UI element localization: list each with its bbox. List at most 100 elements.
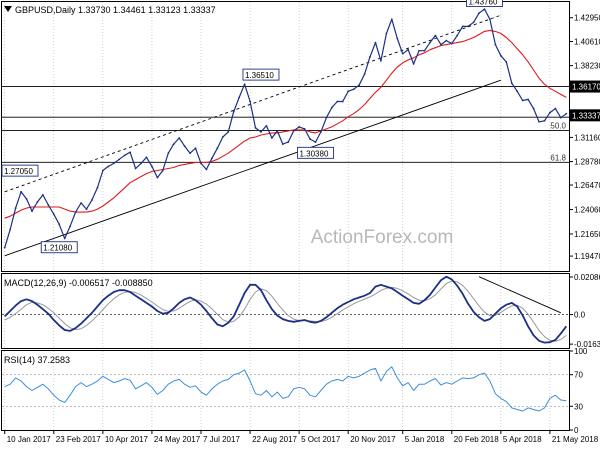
price-point [439, 43, 442, 46]
price-point [445, 39, 448, 42]
price-point [36, 201, 39, 203]
price-y-tick-label: 1.28780 [574, 158, 600, 167]
price-point [461, 25, 464, 28]
macd-y-tick-label: -0.016357 [574, 340, 600, 349]
price-point [325, 116, 328, 119]
price-y-tick-label: 1.31160 [574, 133, 600, 142]
macd-y-tick-label: 0.020861 [574, 273, 600, 282]
lower-trendline [4, 79, 502, 257]
price-point [249, 100, 251, 103]
price-point [358, 84, 361, 87]
price-point [156, 176, 159, 179]
price-annotation-label: 1.43760 [468, 0, 497, 7]
price-point [314, 141, 317, 143]
x-tick-label: 20 Feb 2018 [454, 435, 499, 444]
price-point [20, 190, 22, 193]
price-annotation-box [466, 0, 503, 7]
price-point [532, 107, 535, 110]
price-point [85, 208, 88, 210]
price-point [14, 207, 17, 209]
current-price-tag [570, 109, 600, 122]
price-point [336, 100, 339, 103]
x-tick-label: 5 Apr 2018 [503, 435, 542, 444]
x-tick-label: 10 Jan 2017 [7, 435, 52, 444]
macd-title: MACD(12,26,9) -0.006517 -0.008850 [4, 278, 153, 288]
price-point [407, 48, 410, 51]
x-tick-label: 21 May 2018 [552, 435, 599, 444]
price-point [369, 55, 371, 58]
price-point [554, 107, 557, 110]
price-point [178, 137, 181, 139]
price-point [161, 169, 164, 172]
x-tick-label: 23 Feb 2017 [56, 435, 101, 444]
price-point [69, 225, 72, 228]
price-point [151, 165, 153, 168]
price-point [243, 83, 246, 86]
price-point [505, 60, 508, 63]
price-point [172, 143, 175, 146]
price-point [189, 152, 191, 155]
price-point [298, 125, 301, 128]
price-y-tick-label: 1.26470 [574, 181, 600, 190]
price-point [118, 158, 121, 161]
price-y-tick-label: 1.42950 [574, 14, 600, 23]
price-point [276, 130, 279, 132]
price-point [101, 169, 104, 172]
price-point [3, 246, 6, 249]
price-point [123, 154, 126, 157]
price-point [194, 147, 197, 150]
price-point [494, 43, 497, 46]
price-y-tick-label: 1.21650 [574, 230, 600, 239]
price-point [216, 147, 219, 150]
price-point [254, 126, 257, 129]
price-annotation-label: 1.27050 [4, 167, 33, 176]
fib-level-label: 61.8 [550, 153, 566, 162]
price-point [516, 90, 519, 93]
macd-panel-frame [1, 273, 570, 349]
line-layer [3, 8, 568, 412]
price-point [47, 204, 50, 206]
price-annotation-label: 1.21080 [43, 244, 72, 253]
upper-channel-line [4, 14, 502, 193]
price-point [380, 59, 382, 62]
rsi-panel-frame [1, 350, 570, 431]
rsi-y-tick-label: 0 [574, 426, 579, 435]
x-tick-label: 5 Jan 2018 [405, 435, 445, 444]
price-point [292, 130, 295, 132]
price-point [25, 198, 28, 200]
price-point [134, 167, 137, 170]
price-point [559, 116, 562, 119]
price-point [543, 119, 546, 122]
price-point [145, 156, 148, 159]
title-group: GBPUSD,Daily 1.33730 1.34461 1.33123 1.3… [4, 5, 216, 15]
chart-title: GBPUSD,Daily 1.33730 1.34461 1.33123 1.3… [15, 5, 216, 15]
price-point [270, 137, 273, 139]
price-point [423, 49, 426, 52]
price-point [363, 73, 366, 75]
x-tick-label: 22 Aug 2017 [252, 435, 297, 444]
price-point [303, 127, 306, 130]
price-point [320, 131, 322, 133]
price-point [456, 34, 459, 37]
price-point [549, 111, 551, 114]
price-annotation-label: 1.36510 [245, 71, 274, 80]
price-point [385, 32, 388, 35]
price-point [167, 152, 170, 155]
rsi-y-tick-label: 30 [574, 402, 583, 411]
price-point [221, 136, 224, 138]
current-price-tag [570, 80, 600, 93]
price-point [396, 37, 399, 40]
rsi-y-tick-label: 100 [574, 347, 588, 356]
price-point [330, 106, 333, 109]
price-point [521, 99, 524, 102]
x-tick-label: 7 Jul 2017 [203, 435, 240, 444]
price-y-tick-label: 1.40610 [574, 37, 600, 46]
price-point [91, 199, 93, 201]
price-point [238, 96, 241, 99]
price-point [450, 42, 453, 45]
price-point [483, 8, 486, 11]
price-point [227, 131, 230, 133]
price-point [527, 98, 530, 101]
